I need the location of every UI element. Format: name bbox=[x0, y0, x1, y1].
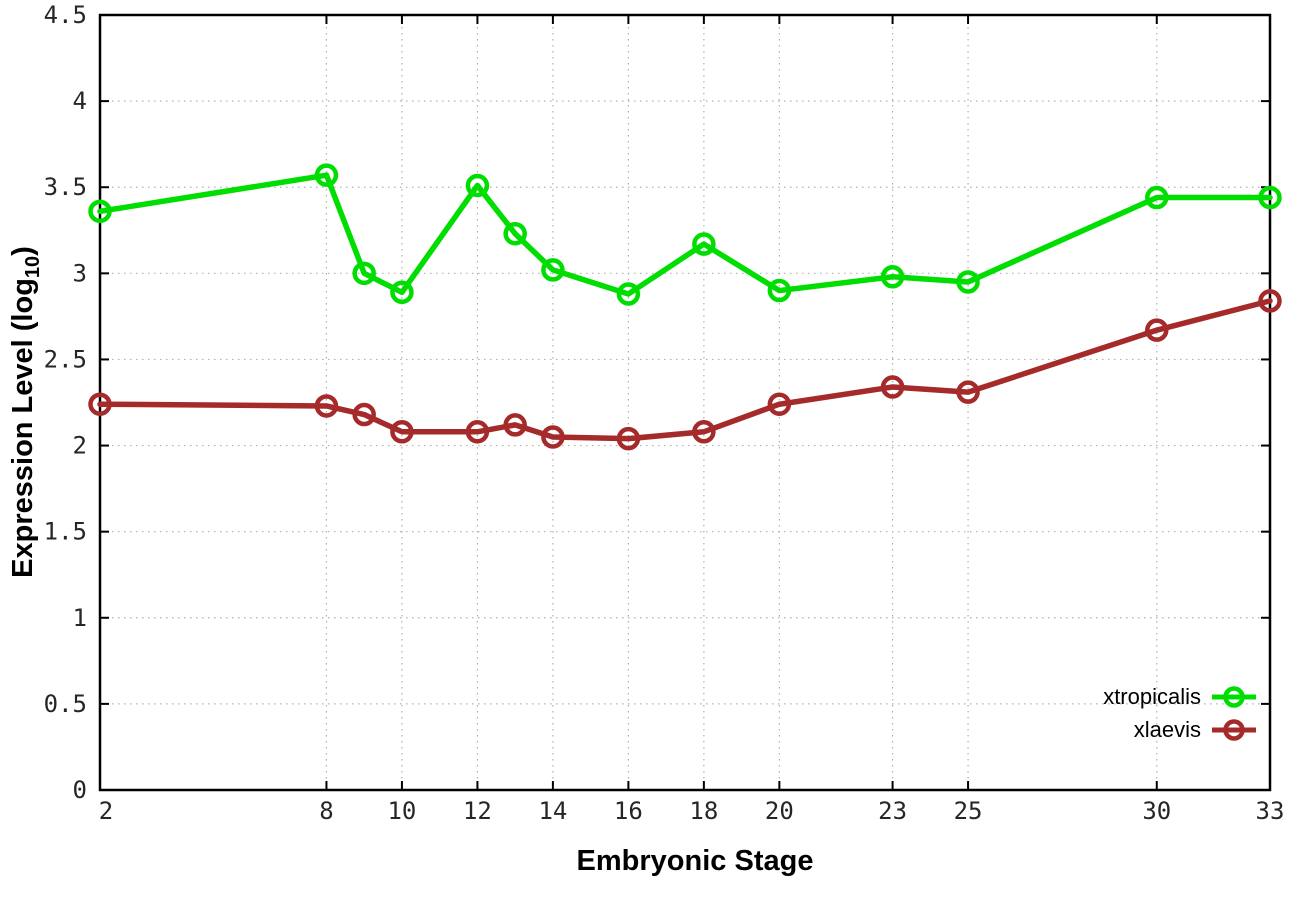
svg-text:4.5: 4.5 bbox=[44, 1, 87, 29]
svg-text:2: 2 bbox=[73, 432, 87, 460]
legend: xtropicalis xlaevis bbox=[1103, 682, 1257, 745]
xlaevis-line-marker-icon bbox=[1212, 719, 1256, 741]
legend-item-xlaevis: xlaevis bbox=[1134, 715, 1257, 745]
legend-label-xlaevis: xlaevis bbox=[1133, 717, 1201, 742]
svg-text:3: 3 bbox=[73, 259, 87, 287]
y-axis-title: Expression Level (log10) bbox=[7, 246, 45, 578]
svg-text:4: 4 bbox=[73, 87, 87, 115]
svg-text:20: 20 bbox=[765, 797, 794, 825]
svg-text:2: 2 bbox=[99, 797, 113, 825]
svg-text:0: 0 bbox=[73, 776, 87, 804]
xtropicalis-line-marker-icon bbox=[1212, 686, 1256, 708]
legend-item-xtropicalis: xtropicalis bbox=[1103, 682, 1257, 712]
svg-text:18: 18 bbox=[689, 797, 718, 825]
svg-text:1: 1 bbox=[73, 604, 87, 632]
svg-text:14: 14 bbox=[538, 797, 567, 825]
svg-text:23: 23 bbox=[878, 797, 907, 825]
y-axis-title-text: Expression Level (log bbox=[7, 278, 40, 578]
y-axis-title-subscript: 10 bbox=[21, 255, 44, 279]
svg-text:10: 10 bbox=[387, 797, 416, 825]
x-axis-title: Embryonic Stage bbox=[576, 845, 814, 877]
svg-text:3.5: 3.5 bbox=[44, 173, 87, 201]
legend-label-xtropicalis: xtropicalis bbox=[1103, 684, 1201, 709]
svg-text:25: 25 bbox=[954, 797, 983, 825]
y-axis-title-suffix: ) bbox=[7, 246, 40, 256]
svg-text:0.5: 0.5 bbox=[44, 690, 87, 718]
svg-text:2.5: 2.5 bbox=[44, 345, 87, 373]
svg-text:16: 16 bbox=[614, 797, 643, 825]
svg-text:12: 12 bbox=[463, 797, 492, 825]
svg-text:8: 8 bbox=[319, 797, 333, 825]
svg-text:30: 30 bbox=[1142, 797, 1171, 825]
svg-text:1.5: 1.5 bbox=[44, 518, 87, 546]
svg-text:33: 33 bbox=[1256, 797, 1285, 825]
